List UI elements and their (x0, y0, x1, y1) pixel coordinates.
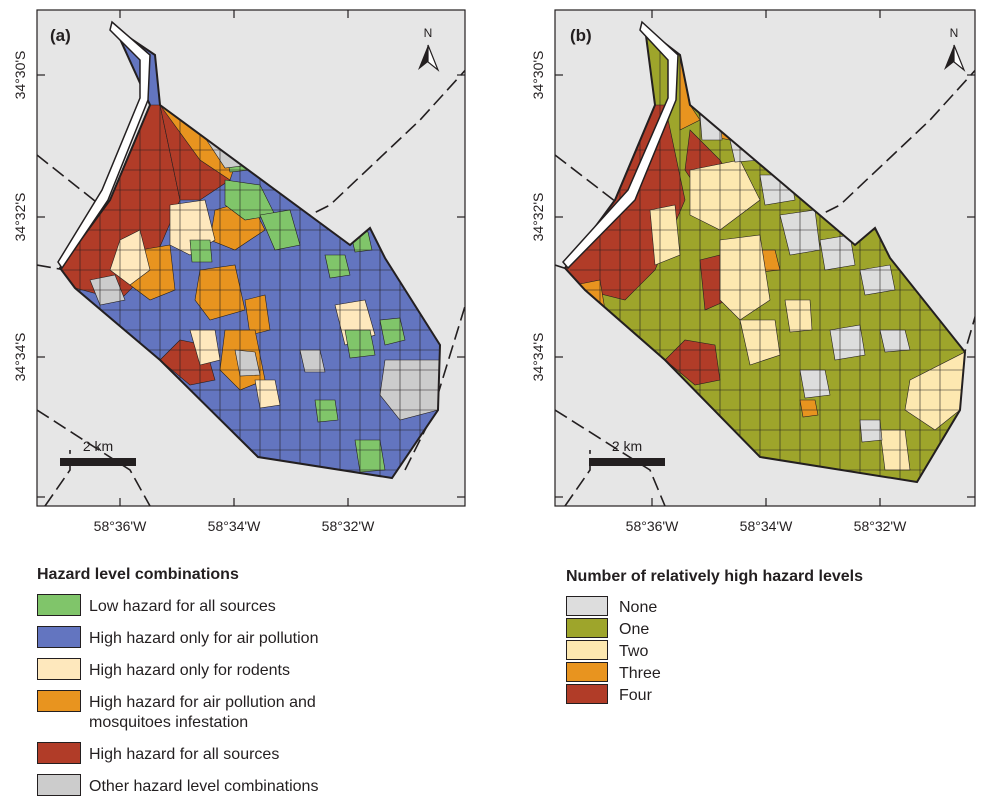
scale-label: 2 km (612, 438, 642, 454)
north-arrow-icon: N (944, 26, 966, 72)
legend-item: Other hazard level combinations (37, 774, 457, 806)
legend-swatch (37, 658, 81, 680)
legend-label: One (619, 621, 650, 638)
legend-swatch (37, 774, 81, 796)
north-label: N (950, 26, 959, 40)
legend-swatch (37, 742, 81, 764)
map-panel-b: (b) N 2 km 58°36'W 58°34'W 58°32'W 34°30… (530, 9, 976, 534)
map-panel-a: (a) N 2 km 58°36'W 58°34'W 58°32'W 34°30… (12, 9, 466, 534)
legend-item: Three (566, 662, 966, 684)
legend-label: Other hazard level combinations (89, 778, 319, 795)
lon-tick-label: 58°32'W (854, 518, 907, 534)
legend-swatch (37, 594, 81, 616)
north-arrow-icon: N (418, 26, 440, 72)
legend-label: Two (619, 643, 649, 660)
legend-a-title: Hazard level combinations (37, 566, 239, 583)
lat-tick-label: 34°32'S (12, 193, 28, 242)
scale-bar: 2 km (589, 438, 665, 466)
legend-swatch (566, 662, 608, 682)
legend-label: Three (619, 665, 661, 682)
legend-swatch (566, 684, 608, 704)
lat-tick-label: 34°30'S (12, 51, 28, 100)
legend-label: High hazard only for rodents (89, 662, 290, 679)
legend-item: High hazard for all sources (37, 742, 457, 774)
lon-tick-label: 58°32'W (322, 518, 375, 534)
scale-label: 2 km (83, 438, 113, 454)
ticks-b (555, 10, 975, 506)
legend-item: High hazard only for air pollution (37, 626, 457, 658)
panel-label: (b) (570, 26, 592, 45)
lat-tick-label: 34°34'S (530, 333, 546, 382)
legend-item: Two (566, 640, 966, 662)
legend-label-line2: mosquitoes infestation (89, 714, 249, 731)
lon-tick-label: 58°34'W (208, 518, 261, 534)
legend-b-title: Number of relatively high hazard levels (566, 568, 863, 585)
panel-label: (a) (50, 26, 71, 45)
lat-tick-label: 34°34'S (12, 333, 28, 382)
river (57, 20, 151, 270)
legend-item: Low hazard for all sources (37, 594, 457, 626)
ticks-a (37, 10, 465, 506)
legend-label: High hazard only for air pollution (89, 630, 319, 647)
lat-tick-label: 34°32'S (530, 193, 546, 242)
lat-tick-label: 34°30'S (530, 51, 546, 100)
district-b (562, 20, 967, 484)
north-label: N (424, 26, 433, 40)
river (562, 20, 679, 270)
legend-swatch (566, 596, 608, 616)
legend-label: Four (619, 687, 652, 704)
legend-label: High hazard for all sources (89, 746, 280, 763)
legend-item: One (566, 618, 966, 640)
legend-item: High hazard for air pollution and mosqui… (37, 690, 457, 742)
lon-tick-label: 58°34'W (740, 518, 793, 534)
legend-label: None (619, 599, 658, 616)
legend-item: High hazard only for rodents (37, 658, 457, 690)
legend-swatch (566, 640, 608, 660)
legend-b: None One Two Three Four (566, 596, 966, 706)
lon-tick-label: 58°36'W (626, 518, 679, 534)
scale-bar: 2 km (60, 438, 136, 466)
legend-item: Four (566, 684, 966, 706)
legend-label: High hazard for air pollution and (89, 694, 316, 711)
legend-label: Low hazard for all sources (89, 598, 276, 615)
district-a (57, 20, 442, 480)
legend-swatch (37, 690, 81, 712)
legend-a: Low hazard for all sources High hazard o… (37, 594, 457, 806)
legend-swatch (37, 626, 81, 648)
legend-swatch (566, 618, 608, 638)
legend-item: None (566, 596, 966, 618)
lon-tick-label: 58°36'W (94, 518, 147, 534)
